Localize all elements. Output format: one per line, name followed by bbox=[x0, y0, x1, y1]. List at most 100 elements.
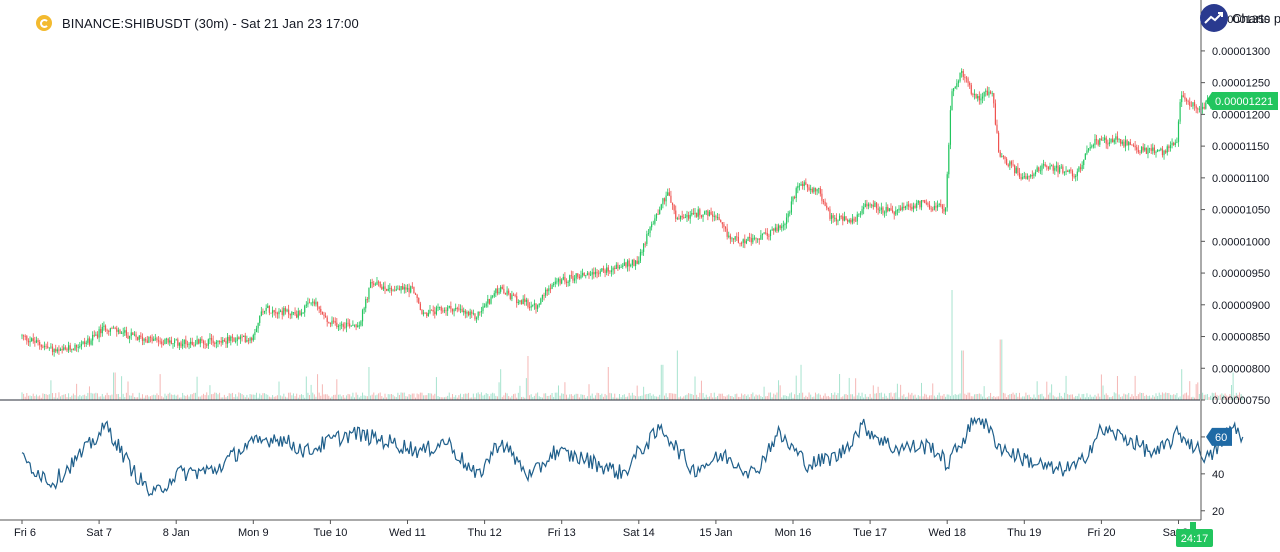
volume-bar bbox=[884, 393, 886, 400]
volume-bar bbox=[413, 393, 415, 400]
candle bbox=[901, 202, 903, 212]
volume-bar bbox=[761, 397, 763, 400]
candle bbox=[1187, 99, 1189, 105]
candle bbox=[514, 293, 516, 298]
volume-bar bbox=[816, 394, 818, 400]
candle bbox=[355, 323, 357, 331]
price-tick-label: 0.00000800 bbox=[1212, 363, 1270, 375]
volume-bar bbox=[53, 397, 55, 400]
volume-bar bbox=[1036, 381, 1038, 400]
candle bbox=[668, 188, 670, 197]
candle bbox=[331, 316, 333, 327]
volume-bar bbox=[289, 392, 291, 400]
volume-bar bbox=[938, 392, 940, 400]
candle bbox=[702, 214, 704, 222]
candle bbox=[1041, 163, 1043, 175]
volume-bar bbox=[1078, 393, 1080, 400]
candle bbox=[374, 282, 376, 286]
candle bbox=[490, 294, 492, 305]
volume-bar bbox=[386, 397, 388, 400]
volume-bar bbox=[813, 396, 815, 400]
candle bbox=[504, 292, 507, 295]
candle bbox=[23, 334, 25, 341]
volume-bar bbox=[1010, 393, 1012, 400]
candle bbox=[875, 201, 878, 213]
volume-bar bbox=[178, 397, 180, 400]
candle bbox=[1067, 169, 1069, 173]
volume-bar bbox=[805, 395, 807, 400]
volume-bar bbox=[217, 394, 219, 400]
candle bbox=[361, 308, 364, 327]
volume-bar bbox=[384, 393, 386, 400]
candle bbox=[186, 340, 189, 348]
volume-bar bbox=[1137, 394, 1139, 400]
volume-bar bbox=[1046, 381, 1048, 400]
candle bbox=[265, 304, 267, 315]
volume-bar bbox=[752, 392, 754, 400]
volume-bar bbox=[29, 395, 31, 400]
volume-bar bbox=[871, 397, 873, 400]
volume-bar bbox=[357, 394, 359, 400]
candle bbox=[716, 212, 719, 221]
candle bbox=[644, 241, 646, 248]
candle bbox=[339, 322, 341, 331]
volume-bar bbox=[1097, 393, 1099, 400]
volume-bar bbox=[1055, 397, 1057, 400]
candle bbox=[324, 312, 327, 318]
volume-bar bbox=[352, 392, 354, 400]
candle bbox=[755, 237, 757, 244]
volume-bar bbox=[35, 394, 37, 400]
volume-bar bbox=[418, 394, 420, 400]
volume-bar bbox=[675, 393, 677, 400]
time-tick-label: 8 Jan bbox=[163, 527, 190, 539]
candle bbox=[453, 308, 455, 317]
candle bbox=[1099, 137, 1101, 147]
volume-bar bbox=[1121, 396, 1123, 400]
volume-bar bbox=[133, 396, 135, 400]
candle bbox=[880, 202, 882, 214]
candle bbox=[556, 277, 558, 285]
candle bbox=[998, 130, 1000, 153]
brand-label: Charts p bbox=[1232, 10, 1280, 26]
volume-bar bbox=[244, 397, 246, 400]
candle bbox=[227, 332, 229, 348]
candle bbox=[95, 331, 97, 337]
volume-bar bbox=[309, 395, 311, 400]
brand-badge[interactable]: Charts p bbox=[1200, 4, 1280, 32]
candle bbox=[551, 283, 553, 290]
volume-bar bbox=[853, 396, 855, 400]
candle bbox=[900, 205, 902, 212]
candle bbox=[540, 297, 542, 305]
volume-bar bbox=[344, 397, 346, 400]
volume-bar bbox=[320, 395, 322, 400]
candle bbox=[628, 258, 630, 272]
candle bbox=[988, 87, 990, 98]
volume-bar bbox=[209, 385, 211, 400]
candle bbox=[1094, 134, 1096, 149]
volume-bar bbox=[411, 393, 413, 400]
price-candles bbox=[21, 68, 1244, 357]
candle bbox=[392, 288, 394, 292]
candle bbox=[766, 228, 768, 240]
volume-bar bbox=[85, 396, 87, 400]
candle bbox=[859, 211, 862, 218]
volume-bar bbox=[80, 396, 82, 400]
candle bbox=[784, 222, 786, 231]
candle bbox=[599, 268, 601, 277]
volume-bar bbox=[1226, 395, 1228, 400]
volume-bar bbox=[1031, 397, 1033, 400]
volume-bar bbox=[668, 393, 670, 400]
volume-bar bbox=[349, 394, 351, 400]
volume-bar bbox=[1071, 394, 1073, 400]
volume-bar bbox=[265, 394, 267, 400]
candle bbox=[686, 210, 688, 223]
volume-bar bbox=[1139, 392, 1141, 400]
candle bbox=[455, 303, 457, 312]
volume-bar bbox=[1091, 396, 1093, 400]
volume-bar bbox=[40, 397, 42, 400]
candle bbox=[610, 265, 613, 277]
volume-bar bbox=[276, 395, 278, 400]
volume-bar bbox=[203, 393, 205, 400]
volume-bar bbox=[1108, 397, 1110, 400]
